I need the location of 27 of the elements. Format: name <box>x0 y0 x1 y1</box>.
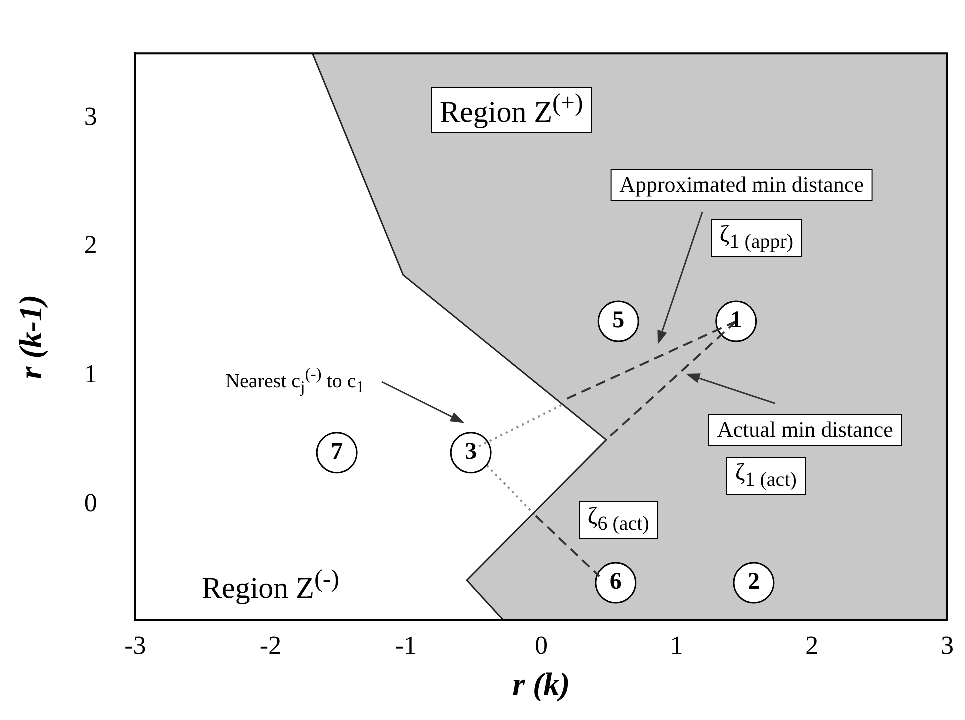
series-label: 1 <box>730 308 742 334</box>
x-tick-label: 0 <box>534 630 548 660</box>
x-axis-title: r (k) <box>512 666 570 702</box>
annotation: Region Z$^{(+)}$ <box>431 87 592 134</box>
y-axis-title: r (k-1) <box>12 294 48 380</box>
x-tick-label: -1 <box>395 630 417 660</box>
y-tick-label: 0 <box>84 488 98 518</box>
annotation: Region Z$^{(-)}$ <box>201 564 340 607</box>
series-label: 5 <box>612 308 625 334</box>
y-tick-label: 2 <box>84 230 98 260</box>
x-tick-label: 2 <box>806 630 819 660</box>
x-tick-label: 1 <box>670 630 684 660</box>
series-label: 7 <box>331 439 344 466</box>
series-label: 2 <box>748 569 760 596</box>
y-tick-label: 1 <box>84 359 98 388</box>
annotation: ζ$_{1 (appr)}$ <box>710 218 803 257</box>
annotation: Nearest c$_{j}$$^{(-)}$ to c$_{1}$ <box>224 363 366 398</box>
y-tick-label: 3 <box>84 102 98 131</box>
series-label: 3 <box>465 439 478 466</box>
annotation: Actual min distance <box>708 414 902 446</box>
annotation: ζ$_{1 (act)}$ <box>726 457 806 496</box>
annotation: ζ$_{6 (act)}$ <box>578 501 658 539</box>
series-label: 6 <box>610 569 622 596</box>
x-tick-label: -2 <box>260 630 282 660</box>
annotation: Approximated min distance <box>610 168 873 201</box>
x-tick-label: -3 <box>124 630 146 660</box>
x-tick-label: 3 <box>941 630 954 660</box>
